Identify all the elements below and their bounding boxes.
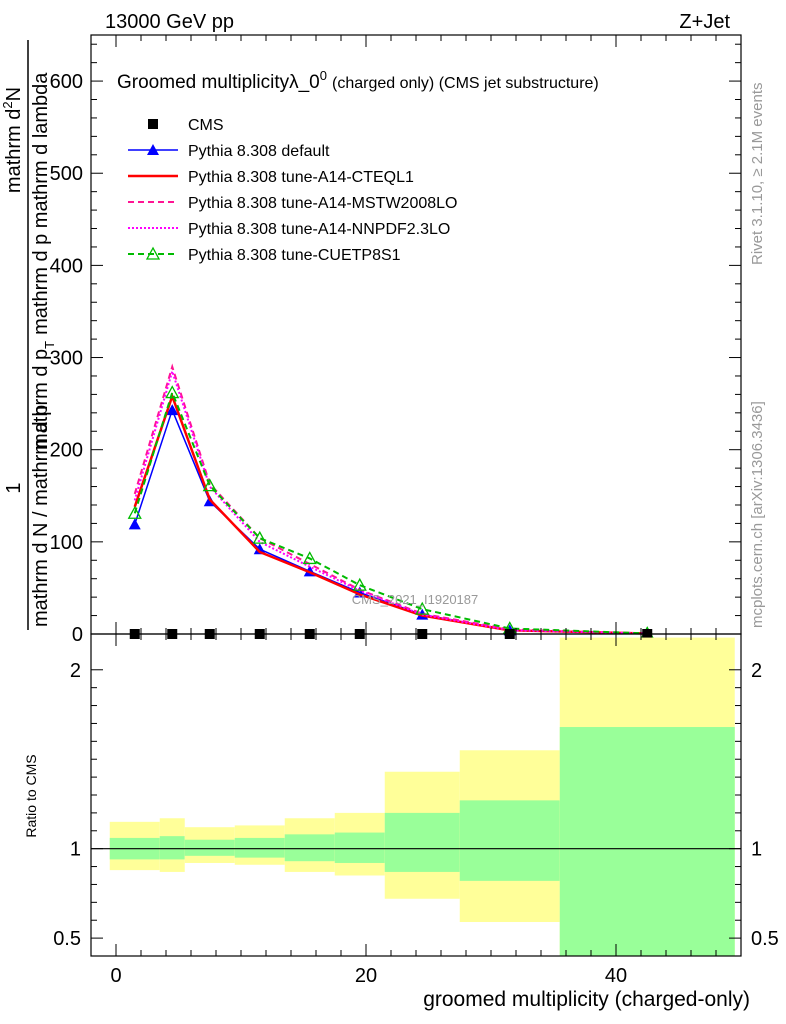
mcplots-label: mcplots.cern.ch [arXiv:1306.3436] bbox=[749, 401, 766, 628]
ratio-stat-band bbox=[334, 832, 385, 863]
plot-title-superscript: 0 bbox=[320, 68, 327, 83]
series-line bbox=[133, 389, 648, 635]
data-point-marker bbox=[166, 404, 179, 416]
watermark: CMS_2021_I1920187 bbox=[352, 592, 479, 607]
y-axis-label-top-sup: 2 bbox=[0, 101, 15, 108]
legend-entry: Pythia 8.308 tune-CUETP8S1 bbox=[128, 246, 401, 264]
y-axis-label-top: mathrm d2N bbox=[0, 87, 25, 193]
ratio-y-tick-label-right: 2 bbox=[751, 660, 762, 682]
legend-label: Pythia 8.308 tune-CUETP8S1 bbox=[188, 247, 401, 264]
ratio-stat-band bbox=[384, 812, 460, 872]
series-pythia-8-308-tune-a14-nnpdf2-3lo bbox=[133, 367, 648, 635]
energy-label: 13000 GeV pp bbox=[105, 11, 234, 33]
data-point-marker bbox=[252, 530, 267, 544]
data-point-marker bbox=[253, 543, 266, 555]
y-tick-label: 200 bbox=[50, 440, 83, 462]
rivet-label: Rivet 3.1.10, ≥ 2.1M events bbox=[749, 83, 766, 266]
legend-label: Pythia 8.308 tune-A14-NNPDF2.3LO bbox=[188, 221, 450, 238]
ratio-stat-band bbox=[284, 834, 335, 862]
series-pythia-8-308-tune-a14-cteql1 bbox=[133, 392, 648, 635]
y-axis-label-mid: mathrm d pTmathrm d p mathrm d lambda bbox=[30, 72, 57, 450]
data-point-marker bbox=[352, 577, 367, 591]
main-axes: 0 100 200 300 400 500 600 bbox=[50, 34, 742, 646]
ratio-y-tick-label-left: 2 bbox=[70, 660, 81, 682]
legend-label: Pythia 8.308 tune-A14-MSTW2008LO bbox=[188, 195, 457, 212]
y-tick-label: 500 bbox=[50, 163, 83, 185]
x-tick-label: 0 bbox=[110, 965, 121, 987]
ratio-y-label: Ratio to CMS bbox=[23, 754, 39, 837]
x-axis-label: groomed multiplicity (charged-only) bbox=[423, 988, 750, 1011]
ratio-y-tick-label-left: 0.5 bbox=[53, 928, 81, 950]
legend-entry: Pythia 8.308 tune-A14-MSTW2008LO bbox=[128, 195, 457, 212]
y-axis-label-mid-sub: T bbox=[42, 341, 57, 349]
legend-label: CMS bbox=[188, 117, 224, 134]
legend-label: Pythia 8.308 tune-A14-CTEQL1 bbox=[188, 169, 414, 186]
y-tick-label: 300 bbox=[50, 348, 83, 370]
data-point-marker bbox=[147, 144, 159, 155]
y-axis-label-mid-main: mathrm d p bbox=[30, 349, 52, 450]
legend: CMS Pythia 8.308 default Pythia 8.308 tune… bbox=[128, 117, 457, 264]
legend-entry: CMS bbox=[148, 117, 224, 134]
series-line bbox=[133, 367, 648, 635]
ratio-stat-band bbox=[159, 836, 185, 860]
ratio-stat-band bbox=[234, 837, 285, 858]
y-axis-label-top-tail: N bbox=[3, 87, 25, 101]
x-tick-label: 40 bbox=[605, 965, 627, 987]
legend-entry: Pythia 8.308 tune-A14-NNPDF2.3LO bbox=[128, 221, 450, 238]
legend-marker bbox=[148, 119, 158, 129]
x-tick-label: 20 bbox=[355, 965, 377, 987]
ratio-stat-band bbox=[184, 839, 235, 856]
data-point-marker bbox=[165, 385, 180, 399]
ratio-stat-band bbox=[559, 727, 735, 956]
data-point-marker bbox=[415, 601, 430, 615]
y-axis-label-mid-tail: mathrm d p mathrm d lambda bbox=[30, 72, 52, 335]
y-axis-denominator: mathrm d N / mathrm d p bbox=[30, 405, 52, 627]
y-tick-label: 400 bbox=[50, 255, 83, 277]
series-line bbox=[133, 392, 648, 635]
y-axis-label-top-main: mathrm d bbox=[3, 109, 25, 193]
plot-title-symbol: λ_0 bbox=[289, 72, 320, 93]
plot-title-main: Groomed multiplicity bbox=[117, 72, 290, 93]
ratio-y-tick-label-left: 1 bbox=[70, 839, 81, 861]
ratio-data-layer bbox=[91, 637, 741, 956]
ratio-axes: 0 20 40 0.5 0.5 1 1 2 2 bbox=[53, 633, 779, 987]
data-point-marker bbox=[127, 505, 142, 519]
data-point-marker bbox=[202, 478, 217, 492]
ratio-stat-band bbox=[459, 800, 560, 881]
ratio-plot: 0 20 40 0.5 0.5 1 1 2 2 bbox=[53, 633, 779, 987]
data-point-marker bbox=[145, 246, 161, 260]
y-axis-numerator: 1 bbox=[3, 482, 25, 493]
legend-entry: Pythia 8.308 tune-A14-CTEQL1 bbox=[128, 169, 414, 186]
process-label: Z+Jet bbox=[679, 11, 730, 33]
ratio-y-tick-label-right: 0.5 bbox=[751, 928, 779, 950]
y-tick-label: 100 bbox=[50, 532, 83, 554]
legend-entry: Pythia 8.308 default bbox=[128, 143, 330, 160]
y-tick-label: 0 bbox=[72, 624, 83, 646]
data-point-marker bbox=[302, 551, 317, 565]
series-pythia-8-308-tune-cuetp8s1 bbox=[127, 385, 655, 640]
legend-label: Pythia 8.308 default bbox=[188, 143, 330, 160]
plot-title-suffix: (charged only) (CMS jet substructure) bbox=[332, 75, 599, 92]
plot-title: Groomed multiplicityλ_00 (charged only) (… bbox=[117, 68, 599, 93]
y-tick-label: 600 bbox=[50, 71, 83, 93]
ratio-y-tick-label-right: 1 bbox=[751, 839, 762, 861]
data-point-marker bbox=[128, 518, 141, 530]
